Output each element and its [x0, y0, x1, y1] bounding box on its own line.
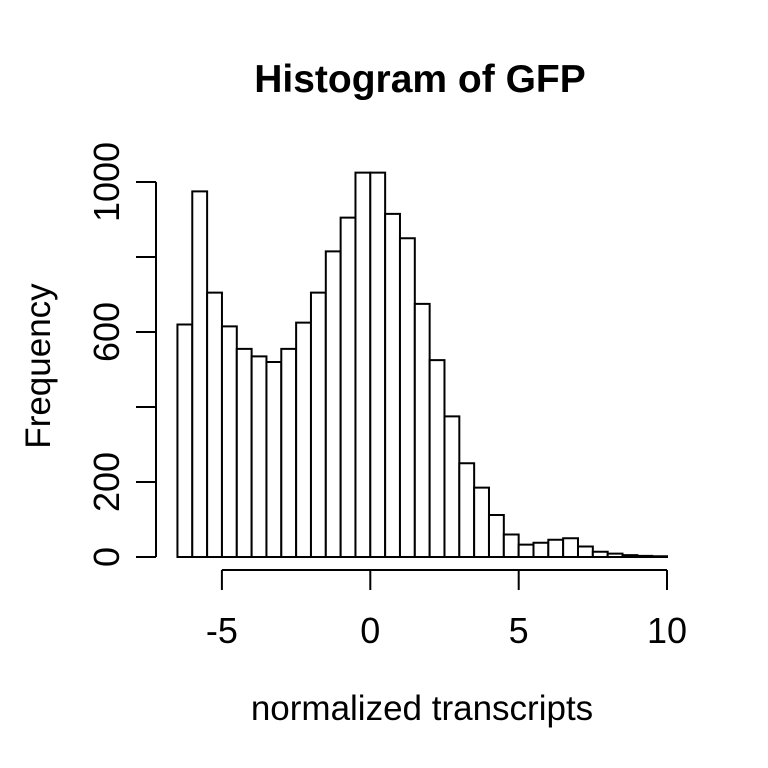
histogram-bar	[369, 171, 387, 559]
histogram-bar	[191, 190, 209, 559]
histogram-bar	[458, 462, 476, 558]
histogram-bar	[428, 359, 446, 559]
histogram-bar	[562, 537, 579, 558]
y-tick-label: 0	[86, 547, 127, 567]
bars-layer	[176, 171, 668, 559]
histogram-bar	[532, 541, 550, 558]
histogram-bar	[324, 250, 342, 559]
x-tick-label: 0	[360, 610, 380, 651]
histogram-bar	[295, 321, 312, 559]
x-tick-label: 10	[647, 610, 687, 651]
histogram-bar	[354, 171, 372, 559]
histogram-bar	[576, 545, 594, 558]
x-tick-label: 5	[509, 610, 529, 651]
histogram-bar	[591, 550, 609, 558]
y-axis-title: Frequency	[19, 283, 58, 449]
histogram-bar	[309, 291, 327, 559]
histogram-bar	[473, 486, 490, 559]
y-tick-label: 200	[86, 452, 127, 512]
histogram-bar	[621, 554, 639, 559]
histogram-bar	[487, 514, 505, 558]
y-tick-label: 1000	[86, 142, 127, 222]
histogram-bar	[220, 325, 238, 559]
chart-title: Histogram of GFP	[254, 58, 586, 101]
histogram-bar	[443, 415, 461, 559]
histogram-bar	[517, 543, 535, 559]
histogram-bar	[280, 347, 298, 559]
histogram-bar	[176, 323, 194, 558]
histogram-bar	[250, 355, 268, 559]
histogram-bar	[398, 237, 416, 558]
y-tick-label: 600	[86, 302, 127, 362]
histogram-bar	[606, 552, 624, 559]
x-axis-title: normalized transcripts	[251, 689, 593, 728]
axes-layer: -5 0 5 10 0 200 600 1000	[86, 142, 687, 651]
histogram-bar	[265, 361, 283, 558]
x-tick-label: -5	[206, 610, 238, 651]
histogram-bar	[636, 554, 654, 559]
histogram-bar	[339, 216, 357, 559]
histogram-bar	[206, 291, 223, 559]
histogram-bar	[235, 347, 253, 559]
histogram-bar	[547, 538, 565, 558]
histogram-bar	[413, 302, 431, 559]
histogram-bar	[502, 533, 520, 558]
histogram-bar	[651, 555, 668, 558]
histogram-bar	[384, 212, 401, 559]
